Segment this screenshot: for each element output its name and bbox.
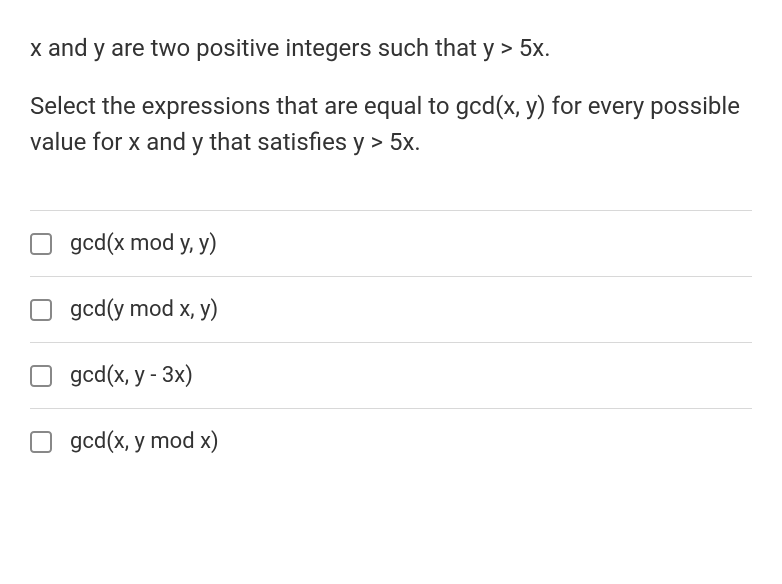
checkbox[interactable]: [30, 233, 52, 255]
checkbox[interactable]: [30, 299, 52, 321]
question-line-1: x and y are two positive integers such t…: [30, 30, 752, 66]
option-row[interactable]: gcd(x, y - 3x): [30, 342, 752, 408]
option-row[interactable]: gcd(x, y mod x): [30, 408, 752, 474]
question-line-2: Select the expressions that are equal to…: [30, 88, 752, 160]
option-label: gcd(x, y mod x): [70, 429, 219, 454]
option-label: gcd(x, y - 3x): [70, 363, 193, 388]
checkbox[interactable]: [30, 365, 52, 387]
question-block: x and y are two positive integers such t…: [30, 30, 752, 160]
checkbox[interactable]: [30, 431, 52, 453]
option-row[interactable]: gcd(y mod x, y): [30, 276, 752, 342]
option-row[interactable]: gcd(x mod y, y): [30, 210, 752, 276]
option-label: gcd(y mod x, y): [70, 297, 218, 322]
option-label: gcd(x mod y, y): [70, 231, 217, 256]
options-list: gcd(x mod y, y) gcd(y mod x, y) gcd(x, y…: [30, 210, 752, 474]
